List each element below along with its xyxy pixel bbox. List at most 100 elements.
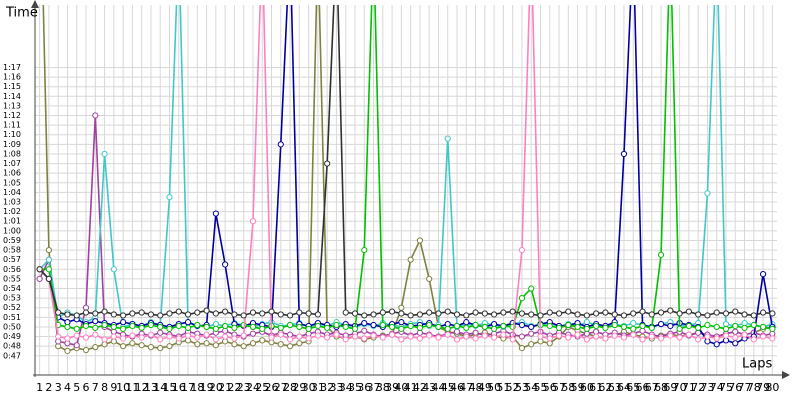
point — [64, 335, 71, 342]
x-tick-label: 36 — [357, 381, 371, 394]
point — [249, 218, 257, 225]
point — [463, 333, 470, 340]
point — [249, 330, 257, 337]
point — [166, 325, 173, 332]
point — [305, 325, 312, 332]
point — [518, 344, 526, 352]
point — [314, 322, 321, 330]
point — [101, 321, 108, 329]
point — [45, 266, 53, 273]
point — [704, 190, 711, 197]
point — [222, 308, 229, 315]
point — [555, 310, 563, 317]
point — [676, 310, 683, 317]
x-tick-label: 32 — [320, 381, 334, 394]
point — [695, 311, 702, 318]
point — [685, 331, 692, 338]
y-tick-label: 0:55 — [3, 274, 21, 283]
point — [630, 331, 637, 338]
x-axis-arrow — [782, 371, 790, 379]
point — [184, 324, 192, 332]
point — [73, 325, 80, 332]
point — [630, 310, 637, 317]
point — [138, 324, 145, 332]
point — [333, 331, 340, 338]
point — [759, 309, 767, 316]
point — [676, 325, 683, 332]
x-tick-label: 12 — [135, 381, 149, 394]
x-tick-label: 79 — [756, 381, 770, 394]
point — [657, 251, 665, 258]
point — [528, 285, 535, 292]
x-tick-label: 45 — [441, 381, 455, 394]
point — [769, 310, 776, 317]
point — [704, 333, 711, 340]
y-tick-label: 1:11 — [3, 121, 21, 130]
point — [602, 335, 609, 342]
point — [732, 328, 739, 335]
point — [695, 324, 702, 332]
point — [64, 323, 71, 331]
point — [750, 312, 757, 319]
x-tick-label: 77 — [738, 381, 752, 394]
x-tick-label: 63 — [608, 381, 622, 394]
point — [101, 336, 108, 343]
x-tick-label: 28 — [283, 381, 297, 394]
point — [741, 331, 748, 338]
point — [175, 335, 182, 342]
point — [639, 322, 646, 330]
point — [222, 322, 229, 330]
point — [463, 312, 470, 319]
x-tick-label: 30 — [302, 381, 316, 394]
point — [667, 307, 674, 314]
point — [574, 331, 581, 338]
point — [166, 333, 173, 340]
x-tick-label: 4 — [64, 381, 71, 394]
point — [407, 333, 414, 340]
y-tick-label: 1:02 — [3, 207, 21, 216]
point — [286, 321, 294, 329]
point — [231, 311, 238, 318]
x-tick-label: 67 — [645, 381, 659, 394]
point — [157, 329, 164, 336]
point — [769, 335, 776, 342]
x-tick-label: 40 — [394, 381, 408, 394]
point — [212, 342, 219, 349]
point — [565, 334, 572, 341]
point — [426, 332, 433, 339]
point — [296, 340, 303, 347]
point — [583, 336, 590, 343]
point — [481, 323, 488, 331]
point — [555, 332, 563, 339]
x-tick-label: 33 — [329, 381, 343, 394]
point — [296, 323, 303, 331]
point — [426, 309, 433, 316]
point — [296, 309, 303, 316]
point — [472, 309, 479, 316]
point — [314, 311, 321, 318]
point — [55, 309, 62, 316]
point — [593, 310, 600, 317]
point — [147, 344, 155, 351]
point — [286, 343, 294, 350]
point — [157, 336, 164, 343]
point — [73, 332, 80, 339]
point — [342, 323, 349, 331]
point — [546, 309, 553, 316]
point — [277, 311, 284, 318]
point — [574, 323, 581, 331]
point — [120, 343, 127, 350]
point — [732, 322, 739, 330]
point — [212, 325, 219, 332]
point — [398, 319, 405, 326]
point — [593, 322, 600, 330]
point — [648, 324, 655, 332]
x-tick-label: 5 — [73, 381, 80, 394]
x-tick-label: 57 — [552, 381, 566, 394]
x-tick-label: 24 — [246, 381, 260, 394]
x-tick-label: 65 — [626, 381, 640, 394]
point — [296, 333, 303, 340]
point — [388, 323, 396, 331]
point — [147, 331, 155, 338]
point — [129, 322, 136, 330]
